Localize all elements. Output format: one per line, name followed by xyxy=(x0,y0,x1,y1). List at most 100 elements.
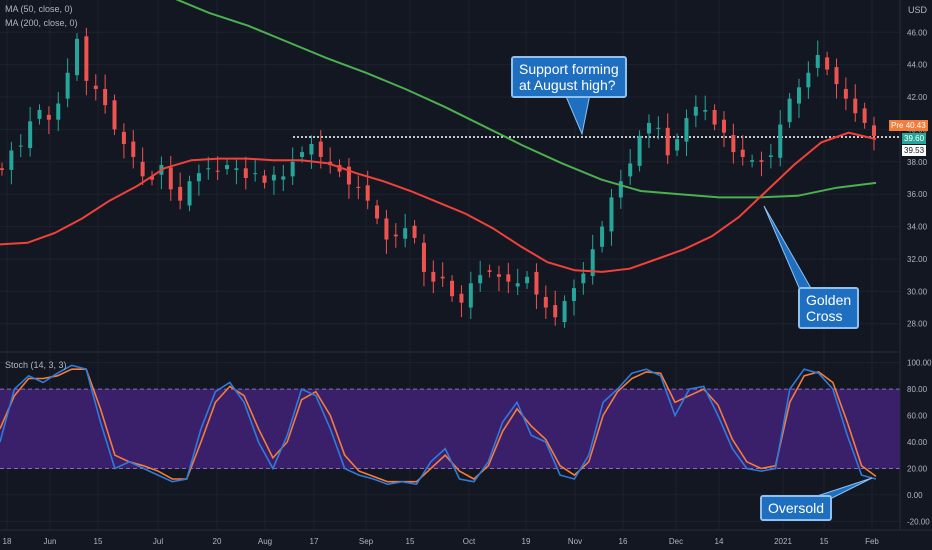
candle xyxy=(450,275,455,302)
price-tick-label: 38.00 xyxy=(907,158,928,167)
candle xyxy=(721,111,726,148)
time-tick-label: 15 xyxy=(94,537,103,546)
candle xyxy=(581,262,586,295)
candle-body xyxy=(543,297,548,308)
stoch-tick-label: 80.00 xyxy=(907,385,928,394)
candle-body xyxy=(843,88,848,99)
candle xyxy=(825,51,830,76)
candle-body xyxy=(618,181,623,198)
premarket-label: Pre xyxy=(891,121,904,130)
ma200-legend[interactable]: MA (200, close, 0) xyxy=(5,18,78,28)
candle xyxy=(665,113,670,164)
time-tick-label: Aug xyxy=(258,537,272,546)
candle-body xyxy=(150,176,155,180)
candle xyxy=(843,77,848,111)
time-axis[interactable]: 18 Jun 15 Jul 20 Aug 17 Sep 15 Oct 19 Nov 16 Dec 14 202… xyxy=(3,537,880,546)
candle xyxy=(853,84,858,122)
candle xyxy=(740,135,745,166)
candle-body xyxy=(318,141,323,157)
candle-body xyxy=(403,228,408,239)
candle xyxy=(675,133,680,157)
candle-body xyxy=(290,161,295,177)
candle-body xyxy=(178,186,183,201)
candle xyxy=(759,151,764,177)
stoch-tick-label: 0.00 xyxy=(907,491,923,500)
time-tick-label: 14 xyxy=(715,537,724,546)
candle-body xyxy=(431,271,436,282)
time-tick-label: 20 xyxy=(213,537,222,546)
stoch-tick-label: 20.00 xyxy=(907,464,928,473)
candle-body xyxy=(815,54,820,68)
candle xyxy=(618,169,623,209)
stoch-d-line xyxy=(0,368,877,483)
stoch-axis[interactable]: -20.00 0.00 20.00 40.00 60.00 80.00 100.00 xyxy=(907,359,932,527)
candle-body xyxy=(646,122,651,134)
support-pointer xyxy=(564,93,591,136)
candle xyxy=(637,130,642,172)
time-tick-label: 19 xyxy=(522,537,531,546)
candle xyxy=(196,164,201,196)
candle xyxy=(65,58,70,108)
candle xyxy=(150,170,155,186)
ma50-legend[interactable]: MA (50, close, 0) xyxy=(5,4,73,14)
candle xyxy=(834,58,839,99)
candle xyxy=(628,149,633,185)
time-tick-label: Feb xyxy=(865,537,879,546)
time-tick-label: 18 xyxy=(3,537,12,546)
candle-body xyxy=(356,186,361,188)
candle xyxy=(121,123,126,159)
candle-body xyxy=(103,88,108,106)
candle-body xyxy=(571,288,576,302)
price-axis[interactable]: 28.0030.0032.0034.0036.0038.0040.0042.00… xyxy=(907,28,928,328)
candle xyxy=(571,279,576,316)
candle-body xyxy=(93,85,98,89)
candle-body xyxy=(675,139,680,151)
candle xyxy=(525,271,530,289)
stoch-tick-label: -20.00 xyxy=(907,517,930,526)
candle xyxy=(384,209,389,254)
candle xyxy=(84,27,89,96)
candle-body xyxy=(262,175,267,183)
candle xyxy=(778,110,783,167)
candle-body xyxy=(825,57,830,70)
candle-body xyxy=(206,168,211,170)
candle-body xyxy=(168,167,173,190)
candle-body xyxy=(496,274,501,277)
premarket-value: 40.43 xyxy=(905,121,926,130)
time-tick-label: 17 xyxy=(310,537,319,546)
candle-body xyxy=(637,135,642,166)
candle-body xyxy=(18,145,23,147)
candle-body xyxy=(731,135,736,153)
oversold-annotation[interactable]: Oversold xyxy=(760,495,833,521)
candle xyxy=(731,123,736,164)
candle xyxy=(600,220,605,253)
support-annotation[interactable]: Support forming at August high? xyxy=(511,56,627,98)
candle-body xyxy=(515,283,520,287)
price-tick-label: 28.00 xyxy=(907,320,928,329)
candle xyxy=(9,141,14,185)
candle xyxy=(187,175,192,212)
golden-cross-annotation[interactable]: Golden Cross xyxy=(798,287,860,329)
candle xyxy=(225,159,230,175)
candle-body xyxy=(506,274,511,282)
candle xyxy=(131,130,136,169)
candle-body xyxy=(600,226,605,247)
candle xyxy=(553,290,558,326)
candle-body xyxy=(796,87,801,104)
candle xyxy=(796,78,801,118)
stoch-legend[interactable]: Stoch (14, 3, 3) xyxy=(5,360,67,370)
candle-body xyxy=(768,155,773,157)
candle-body xyxy=(243,168,248,178)
candle-body xyxy=(759,160,764,162)
candle-body xyxy=(112,100,117,130)
candle xyxy=(543,285,548,320)
candle xyxy=(750,154,755,168)
candle-body xyxy=(656,127,661,129)
candle-body xyxy=(75,38,80,76)
candle-body xyxy=(487,270,492,272)
price-tick-label: 32.00 xyxy=(907,255,928,264)
support-level-tag: 39.53 xyxy=(902,145,927,156)
candle-body xyxy=(271,174,276,181)
candle xyxy=(140,147,145,185)
